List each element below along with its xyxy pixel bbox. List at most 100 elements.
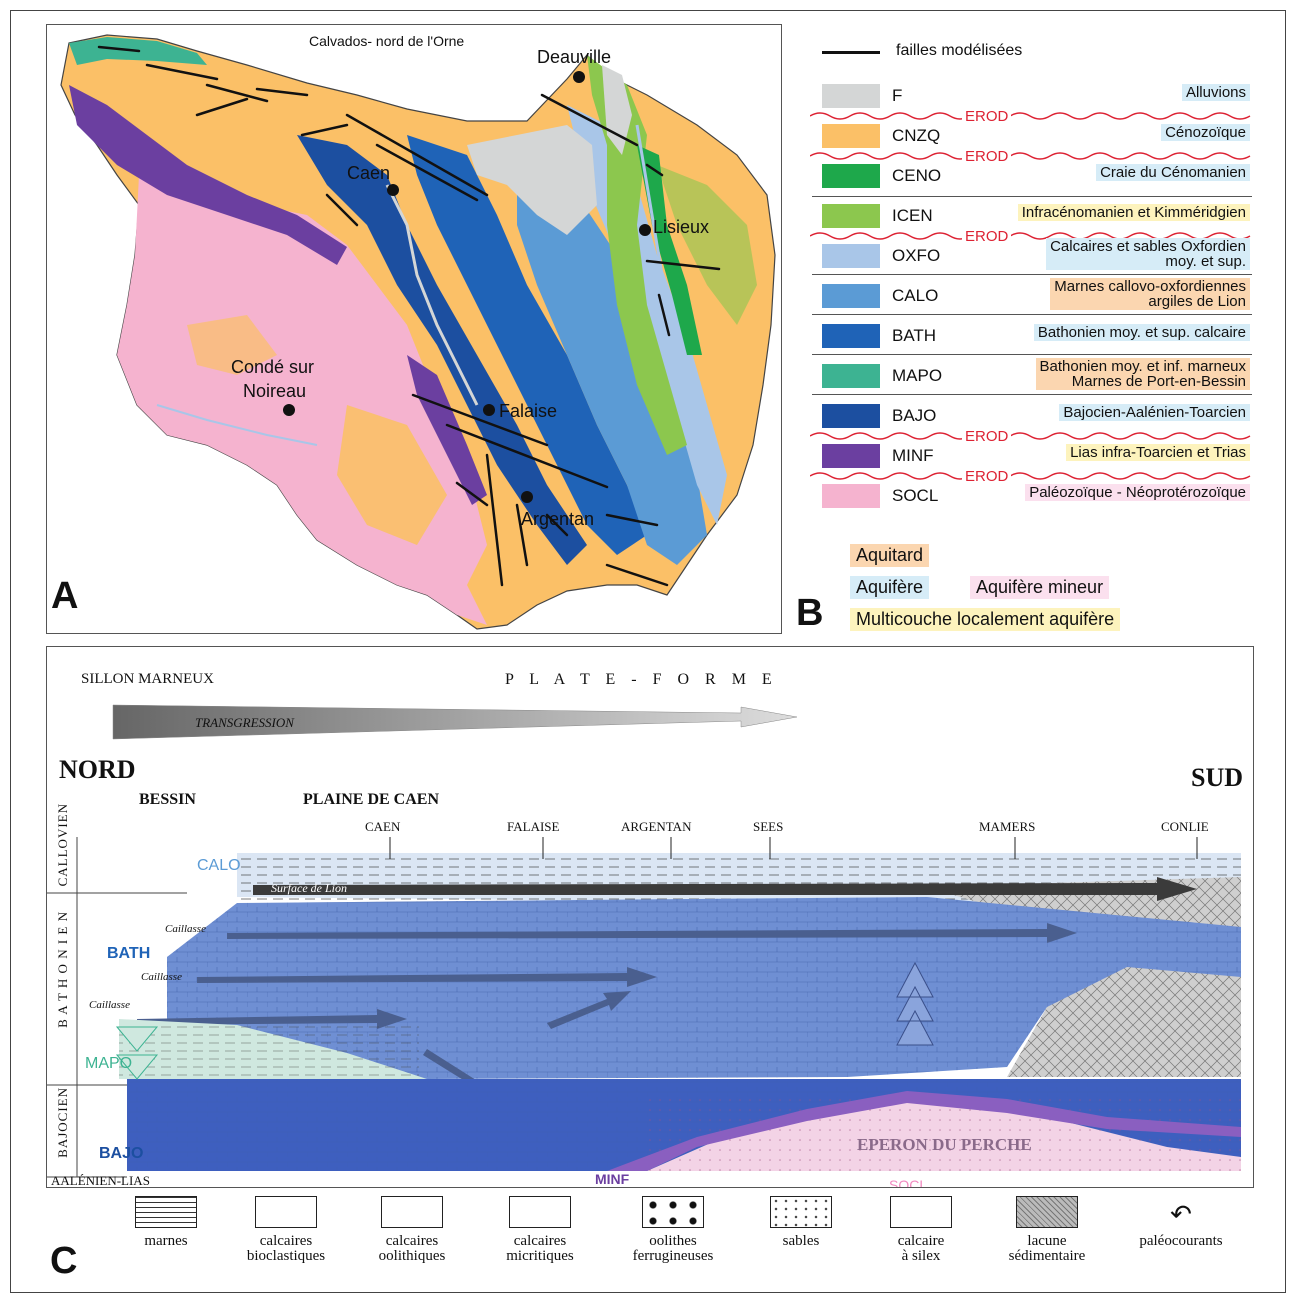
erod-label: EROD bbox=[962, 428, 1012, 445]
unit-desc: Bathonien moy. et sup. calcaire bbox=[1033, 324, 1250, 341]
key-swatch bbox=[890, 1196, 952, 1228]
unit-code: SOCL bbox=[892, 486, 939, 505]
key-label: calcaires bbox=[385, 1233, 439, 1249]
key-label: à silex bbox=[901, 1248, 941, 1264]
unit-code: ICEN bbox=[892, 206, 933, 225]
key-label: calcaire bbox=[897, 1233, 945, 1249]
city-dot-argentan bbox=[521, 491, 533, 503]
key-ferrugineuses: oolithes ferrugineuses bbox=[608, 1196, 738, 1264]
layer-label-mapo: MAPO bbox=[85, 1055, 133, 1072]
city-label-falaise: Falaise bbox=[499, 401, 558, 421]
swatch-bajo bbox=[822, 404, 880, 428]
unit-desc: Infracénomanien et Kimméridgien bbox=[1017, 204, 1250, 221]
unit-desc: Calcaires et sables Oxfordien moy. et sup… bbox=[1046, 238, 1250, 270]
panel-letter-c: C bbox=[50, 1240, 78, 1282]
legend-separator bbox=[812, 196, 1252, 197]
mapo-marker bbox=[115, 1026, 159, 1080]
map-region-ceno bbox=[637, 145, 702, 355]
plateforme-label: P L A T E - F O R M E bbox=[505, 671, 778, 688]
panel-letter-a: A bbox=[51, 575, 79, 617]
key-label: sables bbox=[782, 1233, 820, 1249]
hydro-aquitard: Aquitard bbox=[850, 544, 930, 567]
map-river bbox=[385, 184, 479, 406]
city-dots bbox=[283, 71, 651, 503]
swatch-mapo bbox=[822, 364, 880, 388]
city-dot-caen bbox=[387, 184, 399, 196]
erod-wave bbox=[810, 152, 1251, 160]
town-label: CONLIE bbox=[1161, 819, 1209, 834]
layer-label-minf: MINF bbox=[595, 1171, 630, 1187]
map-faults bbox=[97, 45, 721, 587]
caillasse-label: Caillasse bbox=[141, 971, 182, 983]
unit-code: BATH bbox=[892, 326, 937, 345]
legend-separator bbox=[812, 274, 1252, 275]
legend-row-ceno: CENO Craie du Cénomanien bbox=[810, 158, 1260, 192]
swatch-icen bbox=[822, 204, 880, 228]
key-oolithiques: calcaires oolithiques bbox=[352, 1196, 472, 1264]
unit-desc-line1: Calcaires et sables Oxfordien bbox=[1050, 238, 1246, 255]
unit-code: CNZQ bbox=[892, 126, 941, 145]
legend-row-bajo: BAJO Bajocien-Aalénien-Toarcien bbox=[810, 398, 1260, 432]
unit-desc: Bajocien-Aalénien-Toarcien bbox=[1059, 404, 1250, 421]
unit-desc-line1: Marnes callovo-oxfordiennes bbox=[1054, 278, 1246, 295]
key-label: micritiques bbox=[506, 1248, 574, 1264]
city-dot-deauville bbox=[573, 71, 585, 83]
unit-code: F bbox=[892, 86, 903, 105]
erod-wave bbox=[810, 112, 1251, 120]
legend-separator bbox=[812, 314, 1252, 315]
legend-row-icen: ICEN Infracénomanien et Kimméridgien bbox=[810, 198, 1260, 232]
legend-row-calo: CALO Marnes callovo-oxfordiennes argiles … bbox=[810, 278, 1260, 312]
legend-row-bath: BATH Bathonien moy. et sup. calcaire bbox=[810, 318, 1260, 352]
key-paleocourants: ↶ paléocourants bbox=[1116, 1196, 1246, 1249]
key-swatch bbox=[135, 1196, 197, 1228]
panel-letter-b: B bbox=[796, 592, 824, 634]
city-label-noireau: Noireau bbox=[243, 381, 307, 401]
unit-desc-line2: Marnes de Port-en-Bessin bbox=[1071, 373, 1246, 390]
unit-desc: Paléozoïque - Néoprotérozoïque bbox=[1025, 484, 1250, 501]
unit-code: MINF bbox=[892, 446, 934, 465]
fault-legend: failles modélisées bbox=[822, 40, 1252, 64]
fault-line-swatch bbox=[822, 51, 880, 54]
map-region-calo bbox=[517, 185, 707, 565]
uplift-marker bbox=[896, 961, 934, 1046]
key-swatch bbox=[642, 1196, 704, 1228]
unit-desc: Lias infra-Toarcien et Trias bbox=[1066, 444, 1250, 461]
map-svg bbox=[60, 34, 776, 630]
unit-desc: Alluvions bbox=[1181, 84, 1250, 101]
layer-label-bath: BATH bbox=[107, 945, 151, 962]
layer-mapo-pattern bbox=[119, 1023, 419, 1079]
layer-label-bajo: BAJO bbox=[99, 1145, 144, 1162]
key-bioclastiques: calcaires bioclastiques bbox=[226, 1196, 346, 1264]
surface-de-lion-label: Surface de Lion bbox=[271, 881, 347, 895]
layer-bath-pattern bbox=[167, 897, 1241, 1079]
swatch-cnzq bbox=[822, 124, 880, 148]
swatch-ceno bbox=[822, 164, 880, 188]
key-label: calcaires bbox=[513, 1233, 567, 1249]
hydro-aquifere: Aquifère bbox=[850, 576, 930, 599]
legend-separator bbox=[812, 394, 1252, 395]
eperon-label: EPERON DU PERCHE bbox=[857, 1135, 1032, 1154]
transgression-arrow bbox=[112, 704, 798, 740]
city-label-deauville: Deauville bbox=[537, 47, 612, 67]
map-river bbox=[635, 124, 689, 426]
legend-row-cnzq: CNZQ Cénozoïque bbox=[810, 118, 1260, 152]
figure-frame bbox=[10, 10, 1286, 1293]
map-region-bajo bbox=[297, 135, 587, 565]
key-swatch bbox=[1016, 1196, 1078, 1228]
erod-label: EROD bbox=[962, 108, 1012, 125]
key-label: bioclastiques bbox=[246, 1248, 326, 1264]
erod-wave bbox=[810, 232, 1251, 240]
city-label-caen: Caen bbox=[347, 163, 391, 183]
stage-aalenien: AALÉNIEN-LIAS bbox=[51, 1173, 150, 1188]
legend-row-socl: SOCL Paléozoïque - Néoprotérozoïque bbox=[810, 478, 1260, 512]
unit-code: MAPO bbox=[892, 366, 943, 385]
cross-section-svg bbox=[47, 704, 1241, 1178]
city-dot-falaise bbox=[483, 404, 495, 416]
bessin-label: BESSIN bbox=[139, 791, 196, 808]
unit-desc: Marnes callovo-oxfordiennes argiles de Li… bbox=[1050, 278, 1250, 310]
nord-label: NORD bbox=[59, 755, 136, 784]
swatch-oxfo bbox=[822, 244, 880, 268]
erod-label: EROD bbox=[962, 468, 1012, 485]
geologic-map: Calvados- nord de l'Orne Deauville Caen … bbox=[46, 24, 782, 634]
swatch-bath bbox=[822, 324, 880, 348]
